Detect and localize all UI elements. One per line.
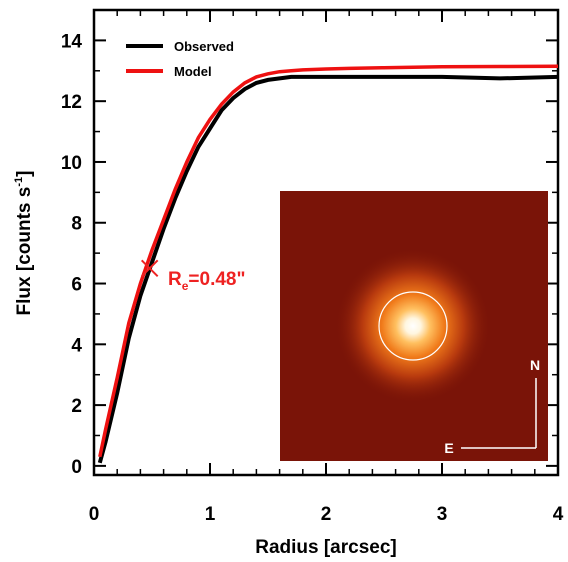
y-axis-label: Flux [counts s-1] bbox=[13, 171, 35, 316]
y-tick-label: 12 bbox=[61, 92, 82, 113]
series-line-observed bbox=[97, 74, 559, 464]
effective-radius-marker bbox=[140, 259, 159, 278]
legend: Observed Model bbox=[126, 39, 234, 79]
y-tick-label: 8 bbox=[71, 214, 82, 235]
x-tick-label: 3 bbox=[437, 504, 448, 525]
legend-label-model: Model bbox=[174, 64, 212, 79]
x-tick-label: 1 bbox=[205, 504, 216, 525]
y-tick-label: 4 bbox=[71, 335, 82, 356]
source-glow bbox=[335, 248, 491, 404]
x-axis-label: Radius [arcsec] bbox=[255, 537, 397, 558]
y-tick-label: 0 bbox=[71, 457, 82, 478]
y-tick-label: 2 bbox=[71, 396, 82, 417]
y-axis-ticks: 0 2 4 6 8 10 12 14 bbox=[61, 31, 558, 478]
x-tick-label: 0 bbox=[89, 504, 100, 525]
x-tick-label: 4 bbox=[553, 504, 564, 525]
y-tick-label: 6 bbox=[71, 275, 82, 296]
effective-radius-label: Re=0.48" bbox=[168, 269, 246, 293]
y-tick-label: 14 bbox=[61, 31, 83, 52]
x-axis-ticks: 0 1 2 3 4 bbox=[89, 10, 564, 525]
series-line-model bbox=[98, 64, 559, 458]
legend-label-observed: Observed bbox=[174, 39, 234, 54]
y-tick-label: 10 bbox=[61, 153, 82, 174]
compass-north-label: N bbox=[530, 357, 540, 373]
effective-radius-aperture bbox=[378, 291, 448, 361]
x-tick-label: 2 bbox=[321, 504, 332, 525]
compass-east-label: E bbox=[444, 440, 453, 456]
inset-image: N E bbox=[280, 191, 548, 461]
